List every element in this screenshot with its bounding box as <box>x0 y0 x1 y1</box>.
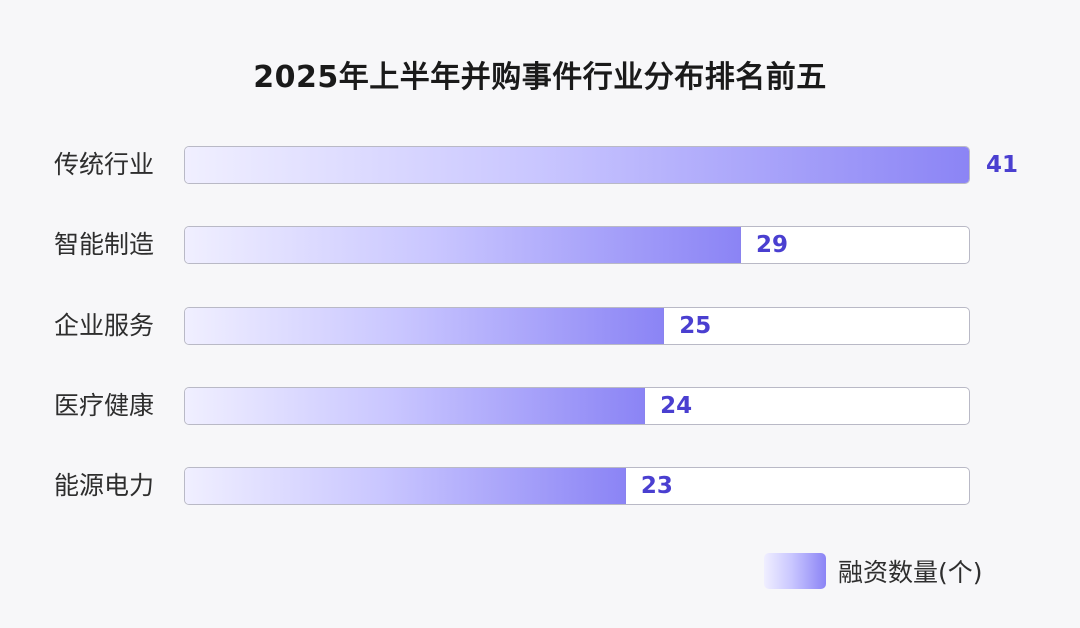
category-label: 智能制造 <box>54 230 155 259</box>
bar <box>185 468 626 504</box>
bar <box>185 227 741 263</box>
bar <box>185 388 646 424</box>
value-label: 41 <box>986 152 1019 178</box>
bar-track <box>184 387 970 425</box>
category-label: 传统行业 <box>54 150 155 179</box>
value-label: 25 <box>679 313 712 339</box>
bar <box>185 147 969 183</box>
value-label: 29 <box>755 232 788 258</box>
value-label: 23 <box>640 473 673 499</box>
category-label: 企业服务 <box>54 311 155 340</box>
bar <box>185 308 665 344</box>
chart-legend: 融资数量(个) <box>764 552 983 590</box>
bar-track <box>184 307 970 345</box>
category-label: 能源电力 <box>54 471 155 500</box>
value-label: 24 <box>660 393 693 419</box>
chart-title: 2025年上半年并购事件行业分布排名前五 <box>253 60 827 95</box>
legend-label: 融资数量(个) <box>838 558 983 587</box>
legend-swatch <box>764 553 826 589</box>
bar-track <box>184 467 970 505</box>
category-label: 医疗健康 <box>54 391 155 420</box>
bar-track <box>184 226 970 264</box>
bar-track <box>184 146 970 184</box>
